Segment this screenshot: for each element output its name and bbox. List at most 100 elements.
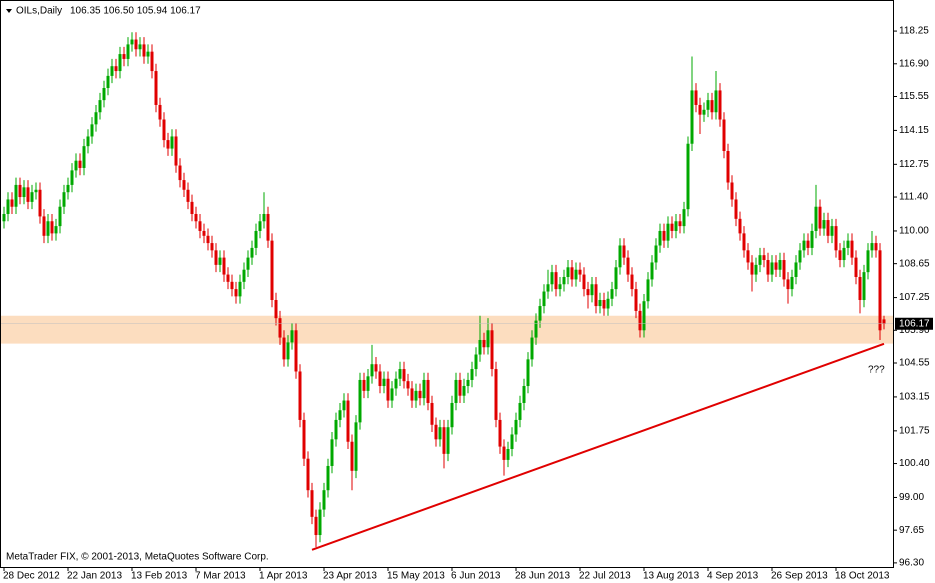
candle-body bbox=[842, 247, 846, 261]
candle-body bbox=[90, 124, 94, 137]
candle-body bbox=[362, 379, 366, 391]
candle-body bbox=[214, 250, 218, 265]
candle-body bbox=[38, 189, 42, 217]
candle-body bbox=[634, 289, 638, 311]
candle-body bbox=[14, 184, 18, 207]
candle-body bbox=[498, 419, 502, 447]
candle-body bbox=[98, 100, 102, 113]
candle-body bbox=[170, 136, 174, 149]
candle-body bbox=[278, 318, 282, 338]
candle-body bbox=[70, 170, 74, 185]
candle-body bbox=[374, 364, 378, 372]
candle-body bbox=[42, 216, 46, 236]
x-tick-label: 22 Jul 2013 bbox=[579, 571, 631, 582]
candle-body bbox=[22, 187, 26, 198]
candle-body bbox=[834, 226, 838, 251]
candle-body bbox=[722, 119, 726, 152]
price-label: 106.17 bbox=[899, 318, 930, 329]
candle-body bbox=[46, 221, 50, 236]
candle-body bbox=[686, 143, 690, 210]
candle-body bbox=[698, 104, 702, 115]
candle-body bbox=[130, 39, 134, 45]
candle-body bbox=[286, 342, 290, 360]
candle-body bbox=[102, 88, 106, 101]
candle-body bbox=[642, 301, 646, 331]
candle-body bbox=[206, 235, 210, 244]
candle-body bbox=[554, 272, 558, 290]
candle-body bbox=[82, 146, 86, 168]
y-tick-label: 115.55 bbox=[899, 91, 929, 102]
candle-body bbox=[862, 272, 866, 301]
candle-body bbox=[302, 419, 306, 459]
candle-body bbox=[154, 71, 158, 105]
candle-body bbox=[594, 284, 598, 307]
candle-body bbox=[790, 276, 794, 290]
candle-body bbox=[610, 289, 614, 299]
candle-body bbox=[506, 449, 510, 460]
candle-body bbox=[710, 100, 714, 113]
candle-body bbox=[450, 402, 454, 428]
candle-body bbox=[10, 199, 14, 207]
candle-body bbox=[606, 298, 610, 309]
candle-body bbox=[218, 257, 222, 265]
candle-body bbox=[598, 300, 602, 307]
candle-body bbox=[646, 279, 650, 302]
y-tick-label: 105.90 bbox=[899, 325, 930, 336]
candle-body bbox=[94, 112, 98, 125]
candle-body bbox=[250, 247, 254, 258]
candle-body bbox=[122, 54, 126, 59]
candle-body bbox=[718, 90, 722, 120]
candle-body bbox=[18, 184, 22, 198]
candle-body bbox=[414, 390, 418, 401]
y-tick-label: 116.90 bbox=[899, 58, 929, 69]
candle-body bbox=[162, 119, 166, 141]
candle-body bbox=[26, 187, 30, 202]
candle-body bbox=[354, 422, 358, 471]
candle-body bbox=[238, 281, 242, 297]
candle-body bbox=[774, 262, 778, 270]
y-tick-label: 118.25 bbox=[899, 26, 929, 37]
candle-body bbox=[550, 272, 554, 285]
candle-body bbox=[434, 424, 438, 440]
candle-body bbox=[314, 516, 318, 536]
candle-body bbox=[190, 201, 194, 214]
x-tick-label: 22 Jan 2013 bbox=[67, 571, 122, 582]
candle-body bbox=[458, 379, 462, 396]
x-tick-label: 28 Dec 2012 bbox=[3, 571, 60, 582]
candle-body bbox=[878, 250, 882, 331]
copyright: MetaTrader FIX, © 2001-2013, MetaQuotes … bbox=[6, 552, 269, 563]
candle-body bbox=[282, 337, 286, 360]
candle-body bbox=[578, 269, 582, 275]
candle-body bbox=[850, 240, 854, 258]
candle-body bbox=[446, 427, 450, 454]
candle-body bbox=[310, 490, 314, 517]
candle-body bbox=[142, 44, 146, 57]
x-tick-label: 6 Jun 2013 bbox=[451, 571, 501, 582]
x-tick-label: 7 Mar 2013 bbox=[195, 571, 246, 582]
candle-body bbox=[58, 206, 62, 227]
candle-body bbox=[174, 136, 178, 166]
candle-body bbox=[202, 230, 206, 236]
candle-body bbox=[502, 446, 506, 460]
candle-body bbox=[306, 458, 310, 491]
candle-body bbox=[242, 269, 246, 282]
candle-body bbox=[334, 419, 338, 440]
candle-body bbox=[490, 330, 494, 370]
candle-body bbox=[782, 260, 786, 280]
candle-body bbox=[538, 306, 542, 321]
candle-body bbox=[702, 109, 706, 115]
candle-body bbox=[182, 180, 186, 190]
candle-body bbox=[338, 410, 342, 420]
candle-body bbox=[466, 379, 470, 387]
candle-body bbox=[494, 369, 498, 420]
candle-body bbox=[66, 184, 70, 193]
y-tick-label: 104.55 bbox=[899, 358, 930, 369]
candle-body bbox=[726, 151, 730, 183]
candle-body bbox=[422, 379, 426, 399]
candle-body bbox=[694, 90, 698, 105]
x-tick-label: 13 Feb 2013 bbox=[131, 571, 188, 582]
candle-body bbox=[62, 192, 66, 207]
candle-body bbox=[586, 289, 590, 296]
x-tick-label: 18 Oct 2013 bbox=[835, 571, 890, 582]
